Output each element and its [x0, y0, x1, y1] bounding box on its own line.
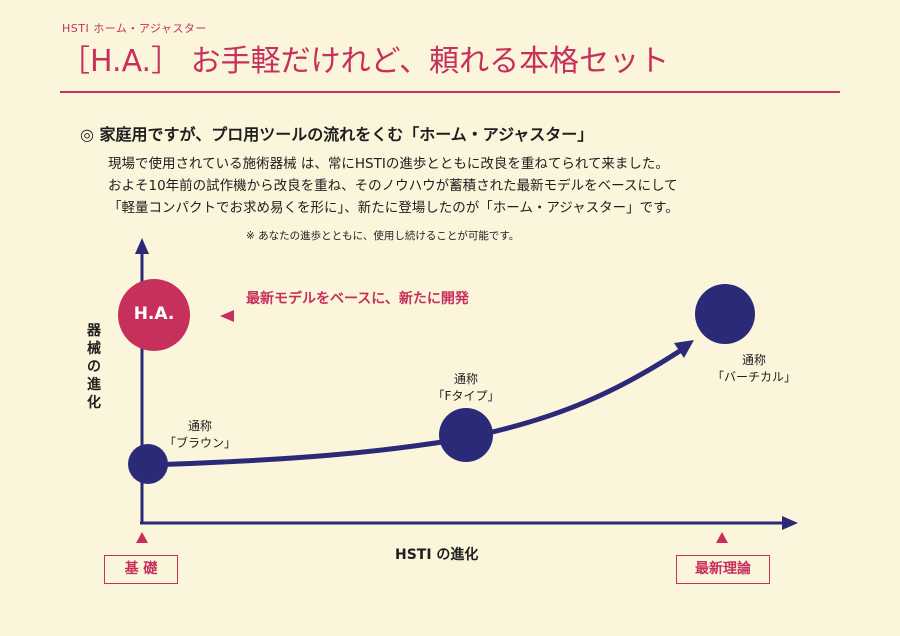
x-axis-label: HSTI の進化: [395, 547, 479, 563]
start-marker: [136, 532, 148, 543]
development-label: 最新モデルをベースに、新たに開発: [246, 291, 469, 307]
page-title: ［H.A.］ お手軽だけれど、頼れる本格セット: [60, 44, 670, 79]
footnote: ※ あなたの進歩とともに、使用し続けることが可能です。: [246, 230, 520, 242]
curve-arrowhead: [674, 340, 694, 358]
node-vertical-label: 通称 「バーチカル」: [704, 352, 804, 386]
node-ftype-label: 通称 「Fタイプ」: [428, 371, 504, 405]
start-tag: 基 礎: [104, 555, 178, 584]
node-brown-label: 通称 「ブラウン」: [160, 418, 240, 452]
node-vertical-label-line1: 通称: [741, 353, 766, 367]
node-brown: [128, 444, 168, 484]
node-vertical: [695, 284, 755, 344]
body-line-2: およそ10年前の試作機から改良を重ね、そのノウハウが蓄積された最新モデルをベース…: [108, 178, 678, 194]
node-ftype-label-line2: 「Fタイプ」: [432, 389, 500, 403]
development-arrowhead: [220, 310, 234, 322]
node-vertical-label-line2: 「バーチカル」: [711, 370, 796, 384]
x-axis-arrowhead: [782, 516, 798, 530]
title-divider: [60, 91, 840, 93]
node-ftype: [439, 408, 493, 462]
ha-circle: [118, 279, 190, 351]
end-tag: 最新理論: [676, 555, 770, 584]
end-marker: [716, 532, 728, 543]
node-brown-label-line1: 通称: [187, 419, 212, 433]
section-heading: ◎ 家庭用ですが、プロ用ツールの流れをくむ「ホーム・アジャスター」: [80, 125, 594, 144]
node-brown-label-line2: 「ブラウン」: [163, 436, 236, 450]
node-ftype-label-line1: 通称: [453, 372, 478, 386]
y-axis-arrowhead: [135, 238, 149, 254]
header-kicker: HSTI ホーム・アジャスター: [62, 22, 207, 35]
body-line-3: 「軽量コンパクトでお求め易くを形に」、新たに登場したのが「ホーム・アジャスター」…: [108, 200, 679, 216]
body-line-1: 現場で使用されている施術器械 は、常にHSTIの進歩とともに改良を重ねてられて来…: [108, 156, 669, 172]
y-axis-label: 器械の進化: [87, 323, 101, 411]
ha-label: H.A.: [133, 304, 175, 324]
